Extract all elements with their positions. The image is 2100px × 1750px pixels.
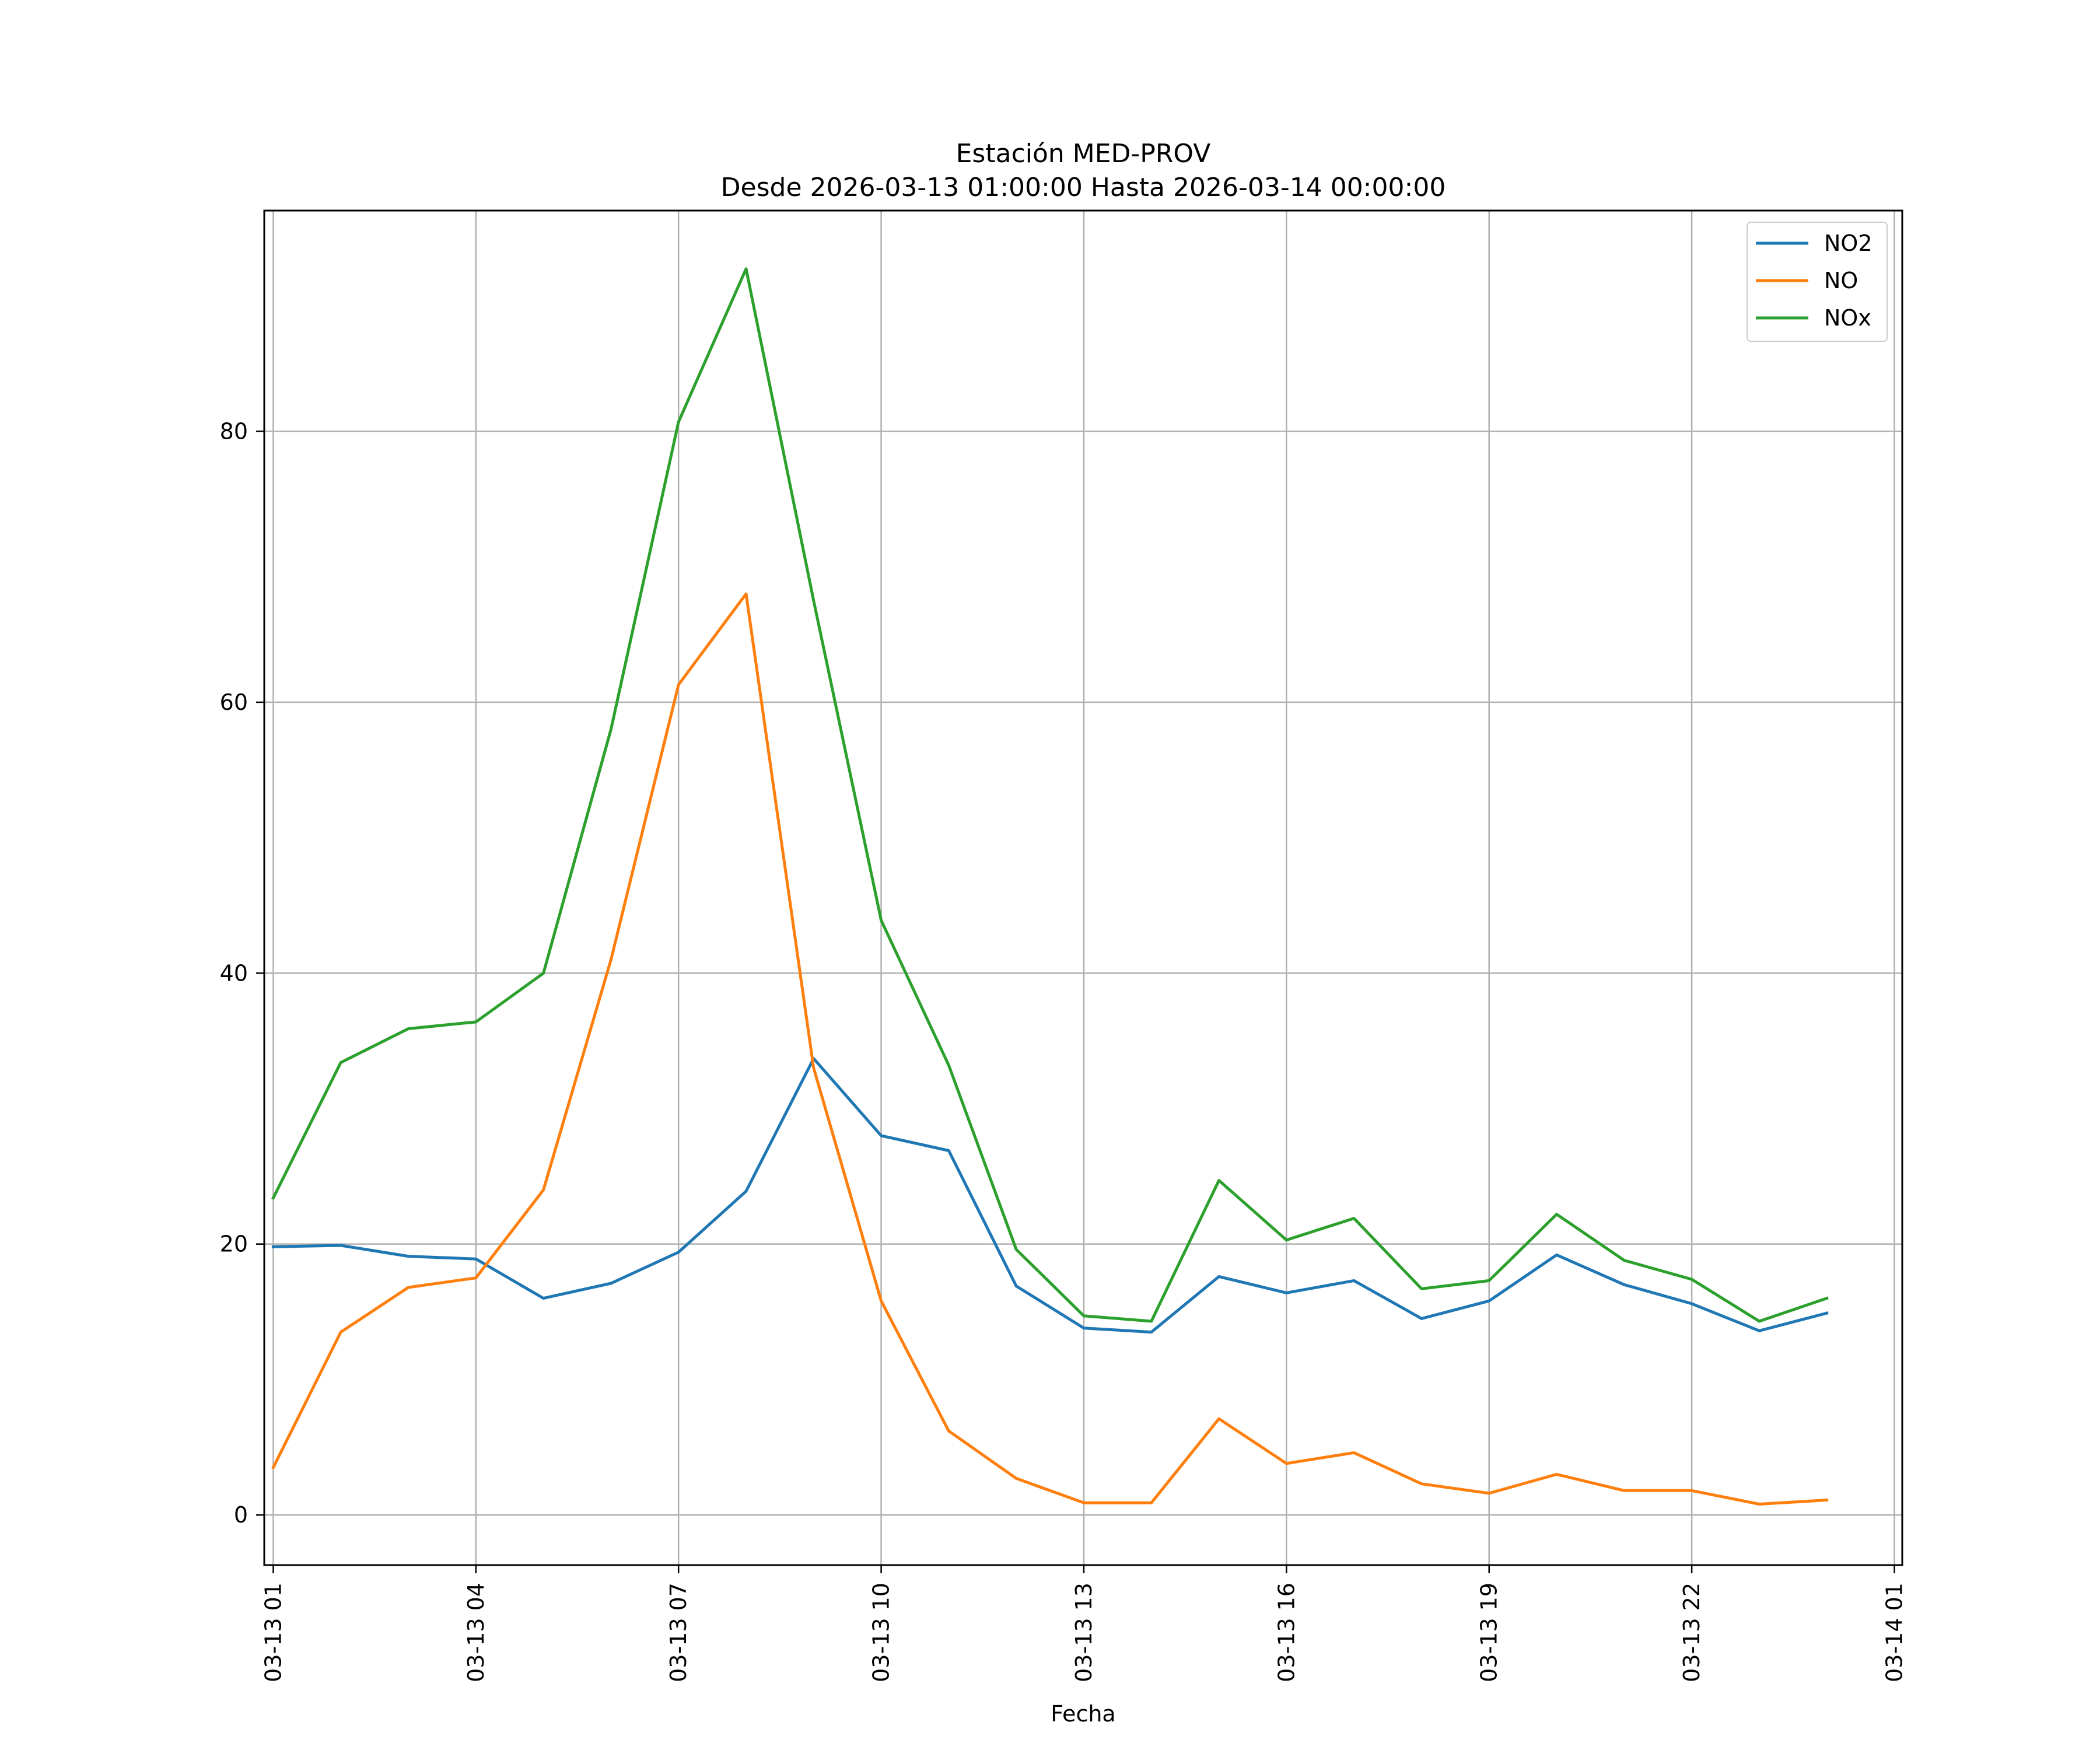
x-tick-label: 03-14 01 <box>1881 1583 1907 1682</box>
x-tick-label: 03-13 04 <box>463 1583 489 1682</box>
y-axis-ticks: 0 20 40 60 80 <box>220 418 264 1528</box>
legend-box <box>1746 222 1888 342</box>
y-tick-label: 0 <box>234 1502 248 1528</box>
x-tick-label: 03-13 10 <box>869 1583 894 1682</box>
legend: NO2 NO NOx <box>1746 222 1888 342</box>
grid <box>264 211 1902 1565</box>
x-tick-label: 03-13 01 <box>260 1583 286 1682</box>
series-line-no2 <box>271 1057 1829 1334</box>
x-tick-label: 03-13 13 <box>1071 1583 1097 1682</box>
y-tick-label: 80 <box>220 418 248 444</box>
x-axis-ticks: 03-13 01 03-13 04 03-13 07 03-13 10 03-13 13… <box>260 1565 1907 1682</box>
series-line-nox <box>271 267 1829 1323</box>
chart-subtitle: Desde 2026-03-13 01:00:00 Hasta 2026-03-… <box>721 173 1446 202</box>
chart-title: Estación MED-PROV <box>956 139 1211 169</box>
series-lines <box>271 267 1829 1506</box>
y-tick-label: 60 <box>220 690 248 715</box>
x-tick-label: 03-13 19 <box>1476 1583 1502 1682</box>
legend-label-no2: NO2 <box>1824 230 1873 256</box>
legend-label-no: NO <box>1824 268 1858 293</box>
y-tick-label: 20 <box>220 1231 248 1257</box>
x-tick-label: 03-13 16 <box>1273 1583 1299 1682</box>
x-tick-label: 03-13 22 <box>1679 1583 1704 1682</box>
y-tick-label: 40 <box>220 960 248 986</box>
x-axis-label: Fecha <box>1051 1701 1115 1727</box>
x-tick-label: 03-13 07 <box>666 1583 691 1682</box>
legend-label-nox: NOx <box>1824 305 1871 331</box>
series-line-no <box>271 592 1829 1506</box>
